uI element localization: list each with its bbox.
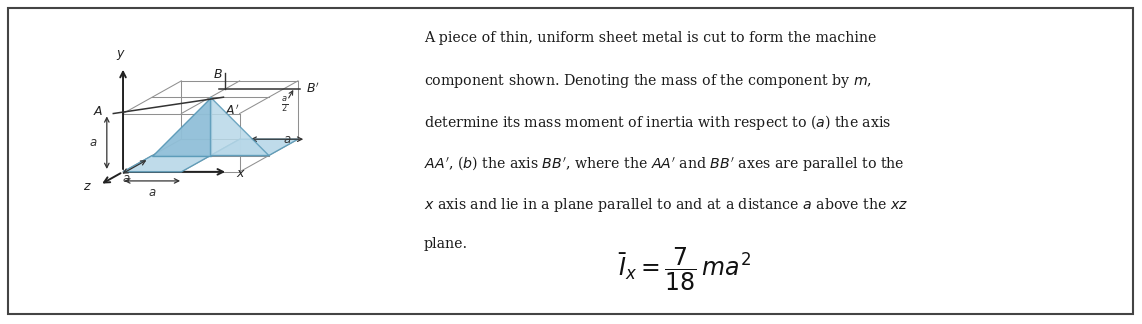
Text: $a$: $a$ bbox=[122, 172, 130, 185]
Text: $a$: $a$ bbox=[148, 186, 156, 200]
Text: $\frac{a}{2}$: $\frac{a}{2}$ bbox=[281, 96, 289, 115]
Text: component shown. Denoting the mass of the component by $m$,: component shown. Denoting the mass of th… bbox=[424, 72, 872, 90]
Polygon shape bbox=[210, 97, 268, 156]
Text: A piece of thin, uniform sheet metal is cut to form the machine: A piece of thin, uniform sheet metal is … bbox=[424, 31, 876, 45]
Text: $y$: $y$ bbox=[116, 48, 127, 62]
Text: $AA'$, ($b$) the axis $BB'$, where the $AA'$ and $BB'$ axes are parallel to the: $AA'$, ($b$) the axis $BB'$, where the $… bbox=[424, 155, 904, 173]
Text: plane.: plane. bbox=[424, 237, 468, 251]
Text: $A'$: $A'$ bbox=[225, 104, 240, 118]
Text: $\bar{I}_x = \dfrac{7}{18}\,ma^2$: $\bar{I}_x = \dfrac{7}{18}\,ma^2$ bbox=[618, 246, 750, 293]
Text: $A$: $A$ bbox=[94, 105, 104, 118]
Text: $B$: $B$ bbox=[212, 68, 223, 81]
Text: $z$: $z$ bbox=[82, 180, 91, 193]
Polygon shape bbox=[152, 97, 210, 156]
Text: determine its mass moment of inertia with respect to ($a$) the axis: determine its mass moment of inertia wit… bbox=[424, 113, 891, 132]
Polygon shape bbox=[123, 156, 210, 172]
Polygon shape bbox=[210, 139, 298, 156]
Text: $B'$: $B'$ bbox=[306, 82, 320, 96]
Text: $a$: $a$ bbox=[283, 133, 292, 146]
Text: $a$: $a$ bbox=[89, 136, 97, 149]
Text: $x$ axis and lie in a plane parallel to and at a distance $a$ above the $xz$: $x$ axis and lie in a plane parallel to … bbox=[424, 195, 908, 214]
Text: $x$: $x$ bbox=[236, 167, 246, 180]
